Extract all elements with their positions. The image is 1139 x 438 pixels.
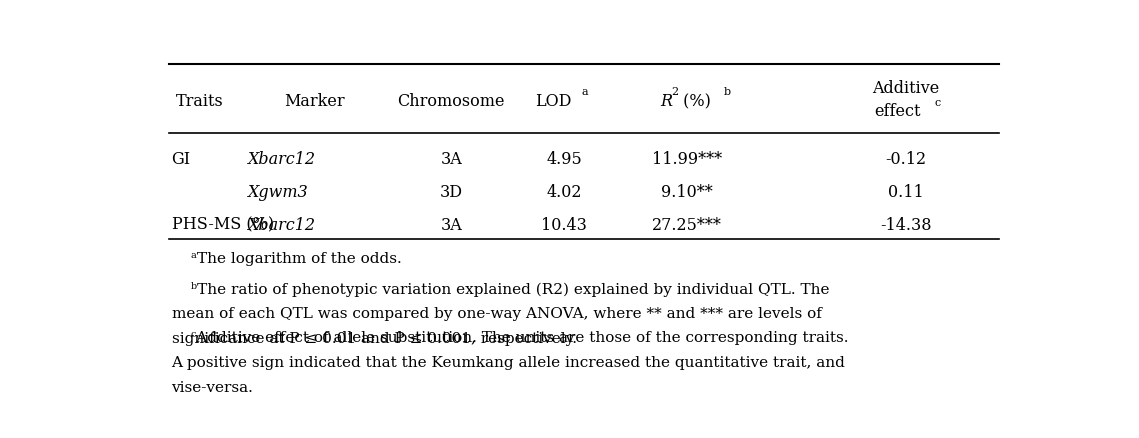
Text: 9.10**: 9.10**	[661, 184, 713, 201]
Text: b: b	[724, 86, 731, 96]
Text: -14.38: -14.38	[880, 216, 932, 233]
Text: 2: 2	[671, 86, 678, 96]
Text: effect: effect	[874, 103, 920, 120]
Text: a: a	[582, 86, 589, 96]
Text: ᶜAdditive effect of allele substitution. The units are those of the correspondin: ᶜAdditive effect of allele substitution.…	[191, 331, 849, 345]
Text: 3A: 3A	[441, 150, 462, 167]
Text: (%): (%)	[678, 93, 711, 110]
Text: 4.02: 4.02	[547, 184, 582, 201]
Text: ᵃThe logarithm of the odds.: ᵃThe logarithm of the odds.	[191, 251, 402, 265]
Text: Marker: Marker	[285, 93, 345, 110]
Text: significance at P ≤ 0.01 and P ≤ 0.001, respectively.: significance at P ≤ 0.01 and P ≤ 0.001, …	[172, 331, 576, 345]
Text: Additive: Additive	[872, 79, 940, 96]
Text: 4.95: 4.95	[547, 150, 582, 167]
Text: Xbarc12: Xbarc12	[246, 150, 314, 167]
Text: 10.43: 10.43	[541, 216, 588, 233]
Text: GI: GI	[172, 150, 190, 167]
Text: PHS-MS (%): PHS-MS (%)	[172, 216, 273, 233]
Text: vise-versa.: vise-versa.	[172, 380, 253, 394]
Text: 11.99***: 11.99***	[652, 150, 722, 167]
Text: Xbarc12: Xbarc12	[246, 216, 314, 233]
Text: A positive sign indicated that the Keumkang allele increased the quantitative tr: A positive sign indicated that the Keumk…	[172, 355, 845, 369]
Text: mean of each QTL was compared by one-way ANOVA, where ** and *** are levels of: mean of each QTL was compared by one-way…	[172, 306, 821, 320]
Text: Chromosome: Chromosome	[398, 93, 505, 110]
Text: ᵇThe ratio of phenotypic variation explained (R2) explained by individual QTL. T: ᵇThe ratio of phenotypic variation expla…	[191, 281, 829, 296]
Text: 27.25***: 27.25***	[653, 216, 722, 233]
Text: 3D: 3D	[440, 184, 462, 201]
Text: Xgwm3: Xgwm3	[246, 184, 308, 201]
Text: c: c	[934, 98, 941, 108]
Text: -0.12: -0.12	[885, 150, 926, 167]
Text: 3A: 3A	[441, 216, 462, 233]
Text: Traits: Traits	[175, 93, 223, 110]
Text: R: R	[661, 93, 672, 110]
Text: LOD: LOD	[535, 93, 572, 110]
Text: 0.11: 0.11	[888, 184, 924, 201]
